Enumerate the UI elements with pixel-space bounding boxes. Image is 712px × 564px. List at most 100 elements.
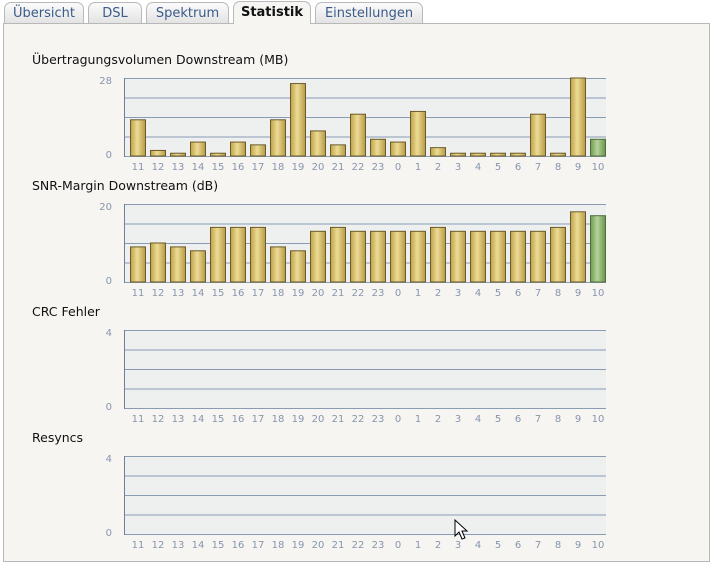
tab-dsl[interactable]: DSL: [88, 2, 142, 23]
chart-bar: [190, 250, 206, 283]
x-tick-label: 22: [352, 288, 365, 299]
x-tick-label: 14: [192, 540, 205, 551]
x-tick-label: 0: [395, 540, 401, 551]
x-tick-label: 9: [575, 288, 581, 299]
x-tick-label: 4: [475, 162, 481, 173]
chart-bar: [470, 152, 486, 157]
chart-bar: [570, 77, 586, 157]
x-tick-label: 22: [352, 162, 365, 173]
x-tick-label: 19: [292, 162, 305, 173]
x-tick-label: 7: [535, 162, 541, 173]
x-tick-label: 7: [535, 540, 541, 551]
chart-bar: [210, 152, 226, 157]
x-tick-label: 20: [312, 414, 325, 425]
x-tick-label: 12: [152, 414, 165, 425]
chart-bar: [150, 149, 166, 157]
x-tick-label: 16: [232, 162, 245, 173]
x-tick-label: 5: [495, 414, 501, 425]
x-tick-label: 14: [192, 162, 205, 173]
chart-bar: [290, 250, 306, 283]
chart-bar: [310, 130, 326, 157]
x-tick-label: 6: [515, 540, 521, 551]
x-tick-label: 2: [435, 414, 441, 425]
mouse-pointer-icon: [454, 519, 469, 540]
x-tick-label: 19: [292, 288, 305, 299]
chart-title-volume: Übertragungsvolumen Downstream (MB): [32, 52, 289, 67]
x-tick-label: 18: [272, 414, 285, 425]
x-tick-label: 15: [212, 288, 225, 299]
y-tick-label: 4: [106, 454, 112, 465]
x-tick-label: 6: [515, 162, 521, 173]
x-tick-label: 12: [152, 162, 165, 173]
x-tick-label: 12: [152, 540, 165, 551]
tab-statistik[interactable]: Statistik: [233, 1, 311, 24]
x-tick-label: 21: [332, 162, 345, 173]
x-tick-label: 7: [535, 414, 541, 425]
chart-bar: [550, 226, 566, 283]
chart-bar: [270, 246, 286, 283]
x-tick-label: 23: [372, 540, 385, 551]
x-tick-label: 23: [372, 414, 385, 425]
x-tick-label: 4: [475, 414, 481, 425]
x-tick-label: 19: [292, 540, 305, 551]
chart-bar: [570, 211, 586, 283]
chart-bar: [350, 113, 366, 157]
chart-bar: [250, 226, 266, 283]
x-tick-label: 11: [132, 162, 145, 173]
x-tick-label: 0: [395, 162, 401, 173]
y-tick-label: 4: [106, 328, 112, 339]
x-tick-label: 16: [232, 288, 245, 299]
x-tick-label: 23: [372, 288, 385, 299]
x-tick-label: 3: [455, 162, 461, 173]
chart-title-crc: CRC Fehler: [32, 304, 100, 319]
chart-bar: [550, 152, 566, 157]
y-tick-label: 0: [106, 150, 112, 161]
x-tick-label: 3: [455, 414, 461, 425]
x-tick-label: 12: [152, 288, 165, 299]
chart-bar: [390, 141, 406, 157]
tab-uebersicht[interactable]: Übersicht: [4, 2, 84, 23]
chart-bar: [430, 226, 446, 283]
chart-bar: [510, 230, 526, 283]
chart-bar: [490, 230, 506, 283]
x-tick-label: 1: [415, 162, 421, 173]
chart-bar: [150, 242, 166, 283]
x-tick-label: 15: [212, 414, 225, 425]
x-tick-label: 16: [232, 414, 245, 425]
chart-bar: [530, 113, 546, 157]
x-tick-label: 13: [172, 162, 185, 173]
tab-spektrum[interactable]: Spektrum: [146, 2, 229, 23]
x-tick-label: 20: [312, 288, 325, 299]
x-tick-label: 17: [252, 162, 265, 173]
x-tick-label: 3: [455, 288, 461, 299]
chart-bar: [450, 152, 466, 157]
x-tick-label: 9: [575, 414, 581, 425]
x-tick-label: 8: [555, 540, 561, 551]
x-tick-label: 23: [372, 162, 385, 173]
x-tick-label: 0: [395, 288, 401, 299]
chart-bar: [510, 152, 526, 157]
chart-bar: [230, 141, 246, 157]
tab-einstellungen[interactable]: Einstellungen: [315, 2, 423, 23]
y-tick-label: 28: [99, 76, 112, 87]
x-tick-label: 20: [312, 540, 325, 551]
x-tick-label: 1: [415, 540, 421, 551]
chart-bar: [410, 230, 426, 283]
x-tick-label: 9: [575, 162, 581, 173]
x-tick-label: 1: [415, 288, 421, 299]
chart-bar: [490, 152, 506, 157]
x-tick-label: 14: [192, 414, 205, 425]
chart-bar: [590, 215, 606, 283]
x-tick-label: 13: [172, 288, 185, 299]
x-tick-label: 5: [495, 288, 501, 299]
chart-bar: [590, 138, 606, 157]
x-tick-label: 6: [515, 288, 521, 299]
tab-bar: Übersicht DSL Spektrum Statistik Einstel…: [0, 0, 712, 24]
x-tick-label: 2: [435, 540, 441, 551]
chart-bar: [230, 226, 246, 283]
x-tick-label: 10: [592, 540, 605, 551]
x-tick-label: 5: [495, 540, 501, 551]
x-tick-label: 8: [555, 414, 561, 425]
x-tick-label: 3: [455, 540, 461, 551]
x-tick-label: 4: [475, 288, 481, 299]
